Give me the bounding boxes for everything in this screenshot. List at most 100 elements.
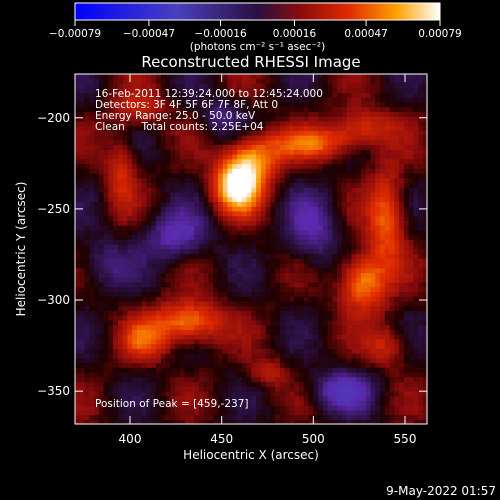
heatmap-cell: [265, 386, 272, 393]
heatmap-cell: [237, 116, 243, 122]
heatmap-cell: [103, 130, 109, 137]
heatmap-cell: [175, 377, 181, 383]
heatmap-cell: [356, 83, 362, 89]
heatmap-cell: [122, 301, 129, 307]
heatmap-cell: [251, 140, 257, 146]
heatmap-cell: [322, 377, 329, 383]
heatmap-cell: [241, 201, 248, 208]
heatmap-cell: [332, 145, 338, 151]
heatmap-cell: [165, 386, 171, 393]
heatmap-cell: [351, 178, 357, 184]
heatmap-cell: [189, 235, 195, 241]
heatmap-cell: [122, 348, 129, 355]
heatmap-cell: [89, 273, 95, 279]
heatmap-cell: [75, 197, 81, 203]
heatmap-cell: [179, 353, 186, 359]
heatmap-cell: [103, 315, 109, 322]
heatmap-cell: [184, 107, 190, 113]
heatmap-cell: [184, 415, 190, 421]
heatmap-cell: [175, 315, 181, 322]
heatmap-cell: [279, 363, 286, 369]
heatmap-cell: [370, 334, 376, 341]
heatmap-cell: [75, 287, 81, 293]
heatmap-cell: [303, 382, 310, 388]
heatmap-cell: [160, 140, 167, 146]
heatmap-cell: [380, 135, 386, 141]
heatmap-cell: [289, 329, 295, 336]
heatmap-cell: [175, 97, 181, 104]
heatmap-cell: [332, 168, 338, 175]
heatmap-cell: [79, 107, 86, 113]
heatmap-cell: [246, 197, 252, 203]
heatmap-cell: [289, 197, 295, 203]
heatmap-cell: [351, 287, 357, 293]
heatmap-cell: [361, 211, 367, 217]
heatmap-cell: [380, 154, 386, 160]
heatmap-cell: [98, 164, 105, 170]
heatmap-cell: [265, 107, 272, 113]
heatmap-cell: [294, 83, 300, 89]
heatmap-cell: [198, 97, 205, 104]
heatmap-cell: [265, 358, 272, 364]
heatmap-cell: [337, 192, 343, 198]
heatmap-cell: [241, 334, 248, 341]
heatmap-cell: [327, 358, 333, 364]
heatmap-cell: [370, 235, 376, 241]
heatmap-cell: [275, 201, 281, 208]
heatmap-cell: [375, 230, 381, 236]
heatmap-cell: [165, 159, 171, 165]
heatmap-cell: [146, 159, 152, 165]
heatmap-cell: [156, 135, 162, 141]
heatmap-cell: [284, 154, 291, 160]
heatmap-cell: [332, 348, 338, 355]
heatmap-cell: [189, 197, 195, 203]
heatmap-cell: [327, 206, 333, 213]
heatmap-cell: [370, 168, 376, 175]
heatmap-cell: [194, 173, 200, 179]
heatmap-cell: [146, 268, 152, 274]
heatmap-cell: [98, 310, 105, 317]
heatmap-cell: [322, 258, 329, 265]
heatmap-cell: [313, 254, 319, 260]
heatmap-cell: [122, 206, 129, 213]
heatmap-cell: [84, 367, 90, 374]
heatmap-cell: [227, 211, 233, 217]
heatmap-cell: [375, 92, 381, 99]
heatmap-cell: [332, 268, 338, 274]
heatmap-cell: [113, 235, 119, 241]
heatmap-cell: [227, 310, 233, 317]
heatmap-cell: [389, 116, 395, 122]
heatmap-cell: [289, 268, 295, 274]
heatmap-cell: [156, 102, 162, 108]
heatmap-cell: [165, 201, 171, 208]
heatmap-cell: [203, 168, 210, 175]
heatmap-cell: [294, 301, 300, 307]
heatmap-cell: [370, 339, 376, 345]
heatmap-cell: [241, 405, 248, 412]
heatmap-cell: [175, 230, 181, 236]
heatmap-cell: [160, 282, 167, 288]
heatmap-cell: [251, 301, 257, 307]
heatmap-cell: [103, 159, 109, 165]
heatmap-cell: [103, 367, 109, 374]
heatmap-cell: [203, 282, 210, 288]
heatmap-cell: [208, 268, 214, 274]
heatmap-cell: [222, 74, 229, 80]
heatmap-cell: [156, 92, 162, 99]
heatmap-cell: [127, 121, 133, 127]
heatmap-cell: [84, 263, 90, 269]
heatmap-cell: [113, 88, 119, 94]
heatmap-cell: [203, 83, 210, 89]
heatmap-cell: [284, 178, 291, 184]
heatmap-cell: [356, 415, 362, 421]
heatmap-cell: [260, 187, 267, 194]
heatmap-cell: [175, 211, 181, 217]
heatmap-cell: [299, 187, 305, 194]
heatmap-cell: [265, 348, 272, 355]
heatmap-cell: [351, 230, 357, 236]
heatmap-cell: [227, 320, 233, 326]
heatmap-cell: [237, 306, 243, 312]
heatmap-cell: [84, 382, 90, 388]
heatmap-cell: [189, 97, 195, 104]
heatmap-cell: [213, 159, 219, 165]
